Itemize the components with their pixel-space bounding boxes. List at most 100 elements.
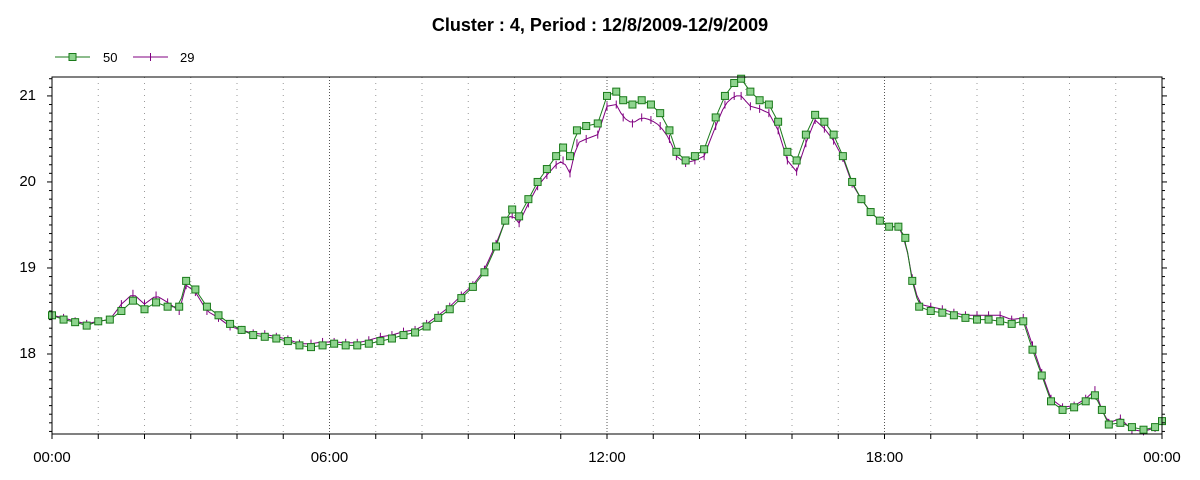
data-point [1097, 405, 1106, 414]
data-point [501, 216, 510, 225]
x-tick-label: 00:00 [1143, 449, 1181, 466]
data-point [411, 328, 420, 337]
data-point [140, 305, 149, 314]
data-point [105, 315, 114, 324]
data-point [1139, 425, 1148, 434]
data-point [237, 325, 246, 334]
data-point [387, 334, 396, 343]
data-point [249, 331, 258, 340]
data-point [182, 276, 191, 285]
data-point [1151, 423, 1160, 432]
data-point [637, 96, 646, 105]
data-point [152, 298, 161, 307]
data-point [866, 208, 875, 217]
data-point [117, 306, 126, 315]
data-point [901, 233, 910, 242]
data-point [755, 96, 764, 105]
data-point [318, 341, 327, 350]
data-point [646, 100, 655, 109]
data-point [1081, 397, 1090, 406]
data-point [552, 152, 561, 161]
data-point [720, 91, 729, 100]
data-point [792, 156, 801, 165]
data-point [848, 177, 857, 186]
y-tick-label: 20 [19, 173, 36, 190]
data-point [915, 302, 924, 311]
data-point [226, 319, 235, 328]
data-point [330, 339, 339, 348]
data-point [593, 119, 602, 128]
data-point [1019, 317, 1028, 326]
data-point [764, 100, 773, 109]
data-point [175, 302, 184, 311]
data-point [711, 113, 720, 122]
data-point [820, 117, 829, 126]
data-point [838, 152, 847, 161]
x-tick-label: 00:00 [33, 449, 71, 466]
data-point [1058, 405, 1067, 414]
data-point [82, 321, 91, 330]
data-point [128, 296, 137, 305]
data-point [908, 276, 917, 285]
data-point [559, 143, 568, 152]
data-point [619, 96, 628, 105]
legend: 50 29 [55, 50, 194, 65]
data-point [515, 212, 524, 221]
x-tick-label: 12:00 [588, 449, 626, 466]
data-point [533, 177, 542, 186]
data-point [672, 147, 681, 156]
data-point [885, 222, 894, 231]
data-point [1070, 403, 1079, 412]
data-point [59, 315, 68, 324]
data-point [214, 311, 223, 320]
data-point [542, 165, 551, 174]
data-point [468, 282, 477, 291]
data-point [603, 91, 611, 100]
data-point [480, 268, 489, 277]
data-point [71, 318, 80, 327]
data-point [857, 195, 866, 204]
data-point [612, 87, 621, 96]
data-point [422, 322, 431, 331]
data-point [295, 341, 304, 350]
data-point [938, 308, 947, 317]
data-point [1127, 423, 1136, 432]
x-tick-label: 06:00 [311, 449, 349, 466]
data-point [582, 122, 591, 131]
data-point [163, 302, 172, 311]
data-point [746, 87, 755, 96]
data-point [829, 130, 838, 139]
data-point [730, 79, 739, 88]
data-point [1047, 397, 1055, 406]
chart-title: Cluster : 4, Period : 12/8/2009-12/9/200… [432, 15, 768, 35]
data-point [996, 317, 1005, 326]
data-point [364, 339, 373, 348]
data-point [283, 337, 292, 346]
data-point [191, 285, 200, 294]
data-point [272, 334, 281, 343]
data-point [1116, 418, 1125, 427]
x-tick-label: 18:00 [866, 449, 904, 466]
data-point [524, 195, 533, 204]
data-point [774, 117, 783, 126]
data-point [1090, 391, 1099, 400]
data-point [445, 305, 454, 314]
data-point [973, 315, 981, 324]
y-tick-label: 18 [19, 345, 36, 362]
data-point [801, 130, 810, 139]
y-tick-label: 19 [19, 259, 36, 276]
data-point [492, 242, 500, 251]
data-point [949, 311, 958, 320]
series-50 [48, 74, 1166, 434]
data-point [1007, 319, 1016, 328]
data-point [434, 313, 443, 322]
legend-item-50: 50 [55, 50, 117, 65]
data-point [1037, 371, 1046, 380]
data-point [690, 152, 699, 161]
axes [47, 78, 1167, 439]
data-point [202, 302, 211, 311]
data-point [700, 145, 709, 154]
data-point [508, 205, 517, 214]
data-point [572, 126, 581, 135]
legend-label-50: 50 [103, 50, 117, 65]
